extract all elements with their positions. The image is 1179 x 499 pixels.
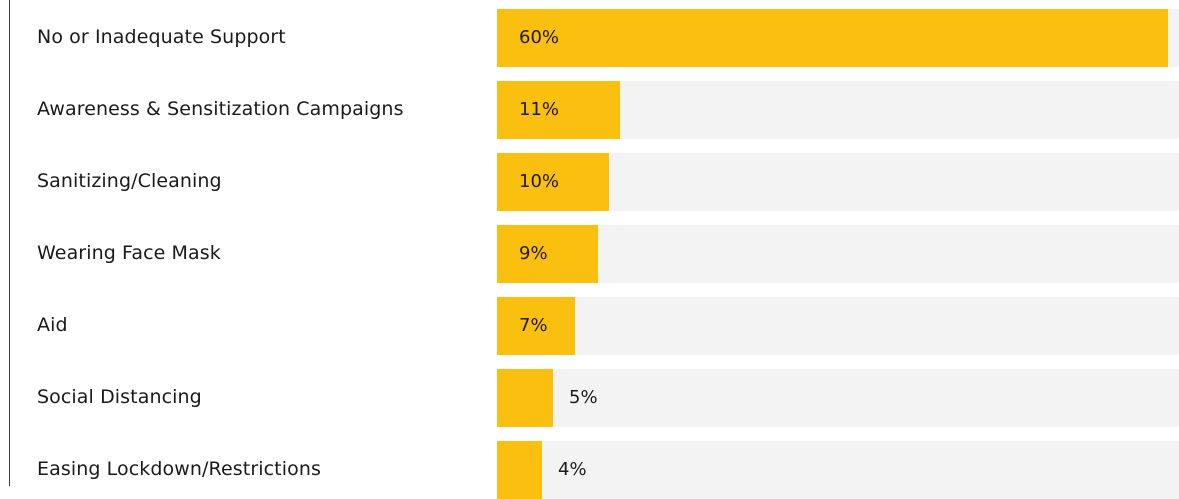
value-label: 5% xyxy=(569,387,598,408)
bar-row: Social Distancing 5% xyxy=(0,368,1179,427)
bar-row: Awareness & Sensitization Campaigns 11% xyxy=(0,80,1179,139)
category-label: Easing Lockdown/Restrictions xyxy=(37,458,321,480)
bar xyxy=(497,9,1168,67)
bar-row: No or Inadequate Support 60% xyxy=(0,8,1179,67)
value-label: 11% xyxy=(519,99,560,120)
bar-track xyxy=(497,153,1179,211)
value-label: 9% xyxy=(519,243,548,264)
bar xyxy=(497,81,620,139)
value-label: 7% xyxy=(519,315,548,336)
category-label: Sanitizing/Cleaning xyxy=(37,170,222,192)
bar-row: Sanitizing/Cleaning 10% xyxy=(0,152,1179,211)
bar xyxy=(497,153,609,211)
category-label: No or Inadequate Support xyxy=(37,26,286,48)
category-label: Social Distancing xyxy=(37,386,202,408)
category-label: Awareness & Sensitization Campaigns xyxy=(37,98,404,120)
value-label: 4% xyxy=(558,459,587,480)
category-label: Wearing Face Mask xyxy=(37,242,221,264)
bar-track xyxy=(497,441,1179,499)
bar xyxy=(497,369,553,427)
value-label: 10% xyxy=(519,171,560,192)
bar-row: Wearing Face Mask 9% xyxy=(0,224,1179,283)
bar xyxy=(497,297,575,355)
bar-row: Easing Lockdown/Restrictions 4% xyxy=(0,440,1179,499)
bar-track xyxy=(497,225,1179,283)
value-label: 60% xyxy=(519,27,560,48)
bar-row: Aid 7% xyxy=(0,296,1179,355)
category-label: Aid xyxy=(37,314,68,336)
bar-track xyxy=(497,369,1179,427)
bar xyxy=(497,225,598,283)
bar-track xyxy=(497,297,1179,355)
bar xyxy=(497,441,542,499)
category-axis-line xyxy=(9,0,10,486)
